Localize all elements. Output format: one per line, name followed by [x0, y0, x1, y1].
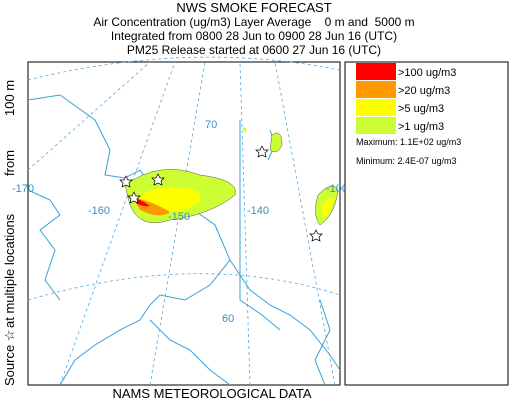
legend-maximum: Maximum: 1.1E+02 ug/m3 — [356, 137, 461, 147]
legend-label: >20 ug/m3 — [398, 85, 450, 97]
smoke-area — [242, 127, 247, 133]
title: NWS SMOKE FORECAST — [176, 0, 331, 15]
map: 70 -170 -160 -150 -140 -100 60 — [12, 56, 348, 386]
subtitle: Integrated from 0800 28 Jun to 0900 28 J… — [111, 29, 397, 43]
legend-label: >1 ug/m3 — [398, 121, 444, 133]
side-label: Source ☆ — [2, 330, 17, 386]
legend-swatch — [356, 117, 396, 134]
smoke-area — [322, 198, 334, 218]
graticule-label: -160 — [88, 205, 110, 217]
legend-swatch — [356, 99, 396, 116]
legend-label: >100 ug/m3 — [398, 67, 456, 79]
legend-swatch — [356, 81, 396, 98]
graticule-label: -150 — [168, 211, 190, 223]
side-label: from — [2, 150, 17, 176]
graticule-label: -100 — [326, 183, 348, 195]
side-label: at multiple locations — [2, 213, 17, 328]
legend-label: >5 ug/m3 — [398, 103, 444, 115]
smoke-area — [269, 132, 283, 152]
graticule-label: 70 — [205, 119, 217, 131]
graticule-label: -140 — [247, 205, 269, 217]
legend-minimum: Minimum: 2.4E-07 ug/m3 — [356, 156, 457, 166]
side-label: 100 m — [2, 80, 17, 116]
smoke-area — [134, 198, 150, 207]
graticule-label: 60 — [222, 313, 234, 325]
map-frame — [27, 61, 341, 386]
legend: >100 ug/m3 >20 ug/m3 >5 ug/m3 >1 ug/m3 — [356, 63, 456, 134]
footer: NAMS METEOROLOGICAL DATA — [112, 386, 311, 401]
legend-swatch — [356, 63, 396, 80]
subtitle: PM25 Release started at 0600 27 Jun 16 (… — [127, 43, 381, 57]
graticule-label: -170 — [12, 183, 34, 195]
subtitle: Air Concentration (ug/m3) Layer Average … — [93, 15, 414, 29]
